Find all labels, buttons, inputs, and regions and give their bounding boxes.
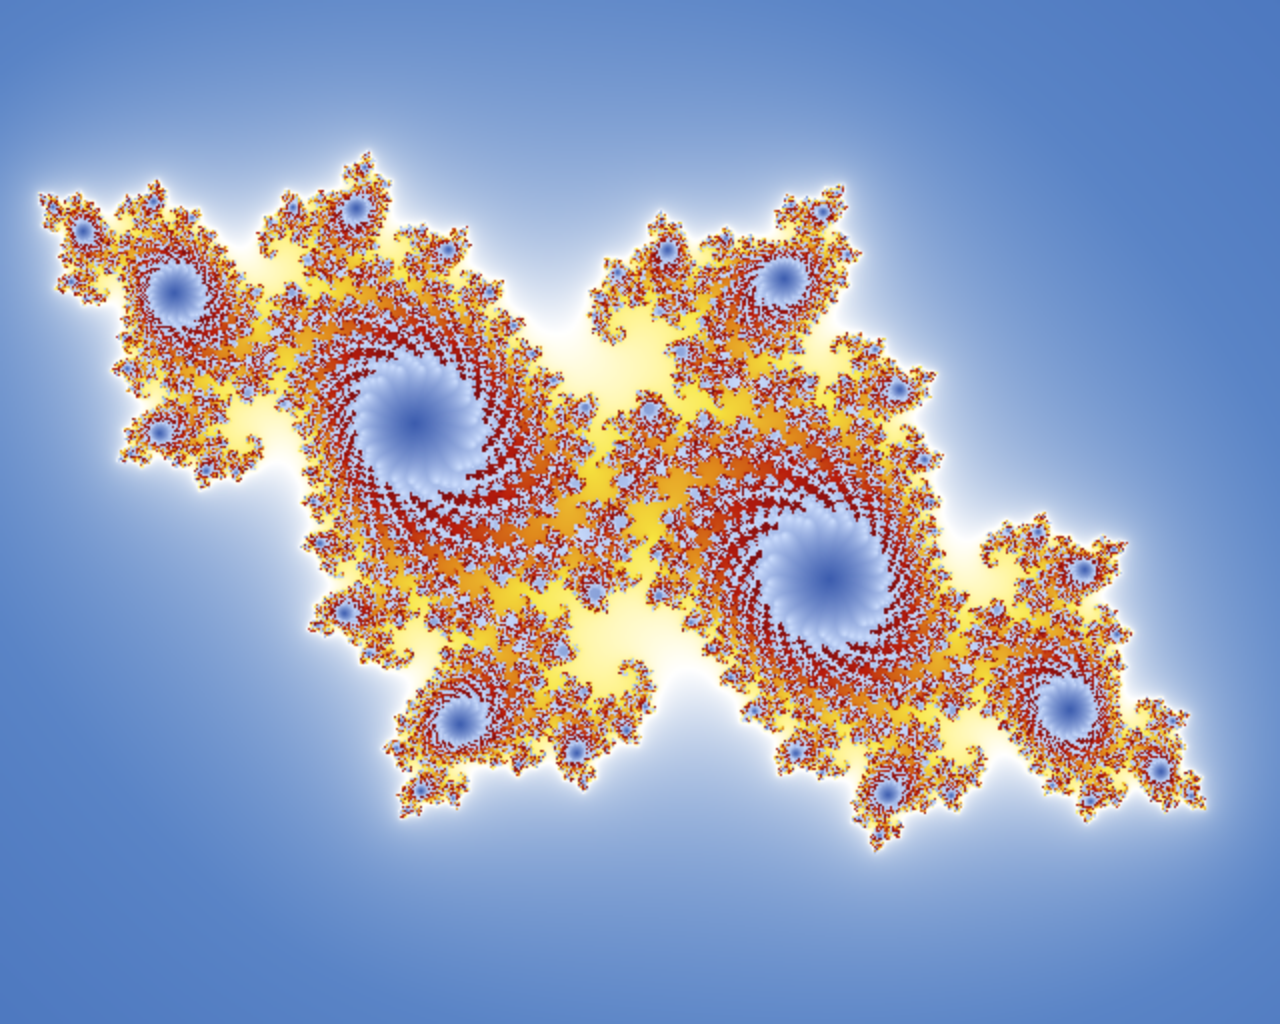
- fractal-image: [0, 0, 1280, 1024]
- julia-fractal: [0, 0, 1280, 1024]
